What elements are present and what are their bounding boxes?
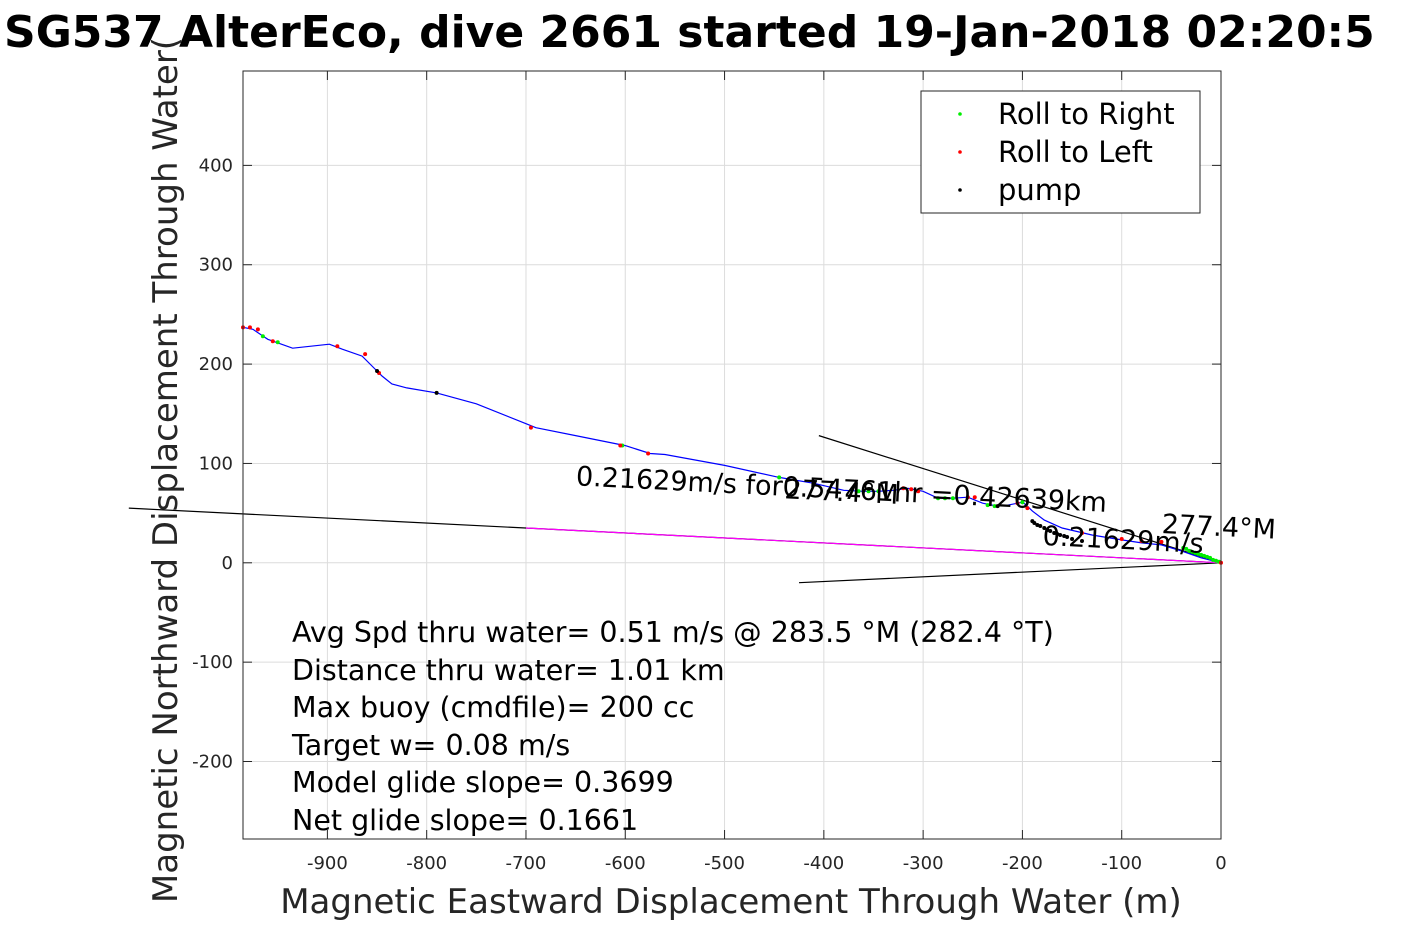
pump-point (1079, 538, 1084, 543)
roll-left-point (335, 344, 340, 349)
roll-left-point (255, 327, 260, 332)
roll-right-point (1211, 557, 1216, 562)
stat-net-glide: Net glide slope= 0.1661 (292, 804, 638, 837)
roll-right-point (936, 496, 941, 501)
rotated-annotation: 277.4°M (1161, 509, 1276, 546)
stats-block: Avg Spd thru water= 0.51 m/s @ 283.5 °M … (291, 616, 1054, 837)
roll-right-point (856, 489, 861, 494)
x-tick-label: -600 (605, 853, 646, 874)
rotated-annotation: 277.4°M (784, 474, 899, 511)
legend-label-roll-left: Roll to Left (998, 135, 1153, 169)
y-tick-label: 0 (222, 553, 233, 574)
roll-left-point (1025, 506, 1030, 511)
roll-left-point (618, 443, 623, 448)
marker-points (241, 325, 1223, 565)
legend: Roll to Right Roll to Left pump (920, 90, 1201, 214)
roll-left-point (270, 339, 275, 344)
y-tick-label: 400 (199, 155, 233, 176)
legend-box (920, 90, 1201, 214)
x-axis-label: Magnetic Eastward Displacement Through W… (280, 882, 1182, 922)
roll-right-point (1181, 545, 1186, 550)
y-tick-label: 100 (199, 453, 233, 474)
roll-left-point (363, 352, 368, 357)
chart-title: SG537 AlterEco, dive 2661 started 19-Jan… (4, 7, 1375, 58)
stat-max-buoy: Max buoy (cmdfile)= 200 cc (292, 691, 694, 724)
roll-left-point (1159, 539, 1164, 544)
pump-point (1048, 529, 1053, 534)
y-ticks: -200 -100 0 100 200 300 400 (192, 155, 1221, 773)
heading-line (525, 527, 1222, 564)
roll-right-point (777, 475, 782, 480)
x-tick-label: -800 (406, 853, 447, 874)
y-tick-label: -100 (192, 652, 233, 673)
roll-right-point (942, 496, 947, 501)
x-tick-label: -100 (1101, 853, 1142, 874)
roll-left-point (965, 495, 970, 500)
roll-right-point (992, 504, 997, 509)
roll-left-point (528, 425, 533, 430)
pump-point (1070, 536, 1075, 541)
x-tick-label: -900 (307, 853, 348, 874)
x-tick-label: -400 (803, 853, 844, 874)
roll-left-point (901, 486, 906, 491)
legend-marker-pump (958, 188, 962, 192)
x-tick-label: -300 (903, 853, 944, 874)
legend-label-pump: pump (998, 173, 1081, 207)
pump-point (1042, 526, 1047, 531)
x-tick-label: -700 (506, 853, 547, 874)
y-tick-label: 300 (199, 255, 233, 276)
pump-point (995, 504, 1000, 509)
pump-point (1038, 524, 1043, 529)
roll-right-point (1020, 500, 1025, 505)
stat-distance: Distance thru water= 1.01 km (292, 654, 725, 687)
roll-right-point (260, 334, 265, 339)
roll-left-point (1015, 501, 1020, 506)
roll-left-point (1079, 530, 1084, 535)
pump-point (434, 390, 439, 395)
x-ticks: -900 -800 -700 -600 -500 -400 -300 -200 -100 0 (307, 71, 1227, 874)
legend-label-roll-right: Roll to Right (998, 97, 1175, 131)
heading-line (818, 435, 1222, 564)
roll-left-point (916, 489, 921, 494)
pump-point (375, 369, 380, 374)
legend-marker-roll-left (958, 150, 962, 154)
roll-right-point (985, 503, 990, 508)
roll-left-point (972, 495, 977, 500)
stat-avg-speed: Avg Spd thru water= 0.51 m/s @ 283.5 °M … (292, 616, 1054, 649)
heading-lines (128, 435, 1222, 584)
stat-model-glide: Model glide slope= 0.3699 (292, 766, 674, 799)
pump-point (1058, 532, 1063, 537)
roll-left-point (247, 325, 252, 330)
pump-point (1065, 534, 1070, 539)
y-tick-label: 200 (199, 354, 233, 375)
plot-frame (242, 70, 1222, 840)
y-tick-label: -200 (192, 752, 233, 773)
y-axis-label: Magnetic Northward Displacement Through … (146, 37, 186, 903)
pump-point (1032, 521, 1037, 526)
roll-left-point (646, 451, 651, 456)
roll-left-point (909, 487, 914, 492)
roll-left-point (1119, 536, 1124, 541)
roll-right-point (1187, 548, 1192, 553)
heading-line (798, 562, 1222, 584)
legend-marker-roll-right (958, 112, 962, 116)
x-tick-label: -200 (1002, 853, 1043, 874)
stat-target-w: Target w= 0.08 m/s (291, 729, 570, 762)
x-tick-label: -500 (704, 853, 745, 874)
roll-right-point (876, 489, 881, 494)
roll-right-point (950, 496, 955, 501)
roll-right-point (866, 489, 871, 494)
roll-left-point (1139, 538, 1144, 543)
x-tick-label: 0 (1215, 853, 1226, 874)
roll-right-point (275, 340, 280, 345)
